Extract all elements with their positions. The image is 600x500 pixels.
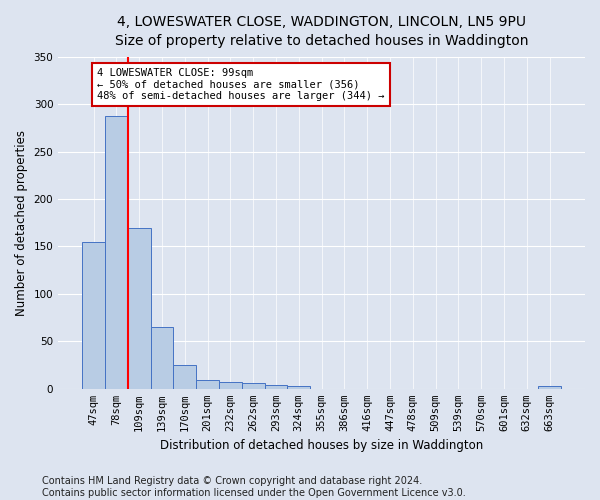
Text: 4 LOWESWATER CLOSE: 99sqm
← 50% of detached houses are smaller (356)
48% of semi: 4 LOWESWATER CLOSE: 99sqm ← 50% of detac… [97,68,385,101]
Y-axis label: Number of detached properties: Number of detached properties [15,130,28,316]
Bar [105,116,128,389]
Bar [128,228,151,389]
Bar [242,383,265,389]
X-axis label: Distribution of detached houses by size in Waddington: Distribution of detached houses by size … [160,440,483,452]
Bar [538,386,561,389]
Bar [265,385,287,389]
Text: Contains HM Land Registry data © Crown copyright and database right 2024.
Contai: Contains HM Land Registry data © Crown c… [42,476,466,498]
Bar [219,382,242,389]
Title: 4, LOWESWATER CLOSE, WADDINGTON, LINCOLN, LN5 9PU
Size of property relative to d: 4, LOWESWATER CLOSE, WADDINGTON, LINCOLN… [115,15,529,48]
Bar [173,365,196,389]
Bar [287,386,310,389]
Bar [151,327,173,389]
Bar [196,380,219,389]
Bar [82,242,105,389]
